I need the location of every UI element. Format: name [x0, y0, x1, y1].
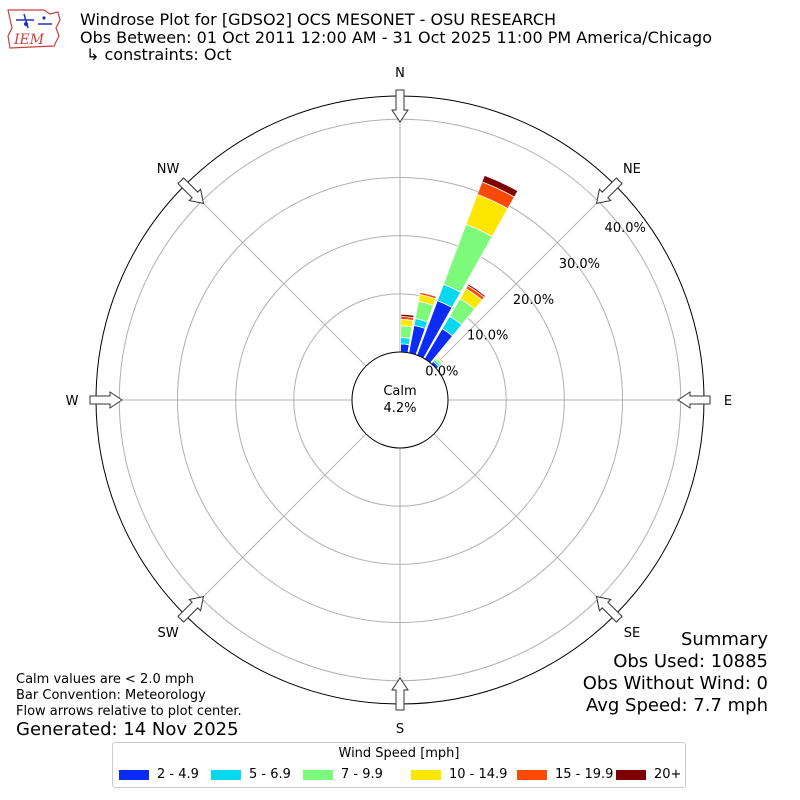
direction-label: SE	[624, 626, 640, 641]
legend-label: 7 - 9.9	[341, 767, 383, 782]
legend-label: 15 - 19.9	[555, 767, 614, 782]
direction-label: E	[724, 394, 732, 409]
legend-item: 2 - 4.9	[119, 767, 199, 783]
iem-logo: IEM	[7, 9, 61, 49]
chart-title: Windrose Plot for [GDSO2] OCS MESONET - …	[80, 10, 557, 29]
radial-tick-label: 40.0%	[605, 221, 646, 236]
flow-arrow	[89, 391, 123, 409]
legend-swatch	[303, 769, 333, 780]
legend-item: 15 - 19.9	[517, 767, 613, 783]
radial-tick-label: 20.0%	[513, 293, 554, 308]
wind-bar-segment	[400, 325, 413, 339]
flow-arrow	[677, 391, 711, 409]
radial-tick-label: 30.0%	[559, 257, 600, 272]
grid-spoke	[433, 184, 616, 367]
direction-label: NE	[623, 162, 641, 177]
calm-note: Calm values are < 2.0 mph	[16, 672, 195, 687]
legend-label: 10 - 14.9	[449, 767, 508, 782]
calm-label: Calm	[383, 384, 416, 399]
wind-bar-segment	[400, 313, 415, 319]
direction-label: N	[395, 66, 405, 81]
calm-value: 4.2%	[383, 401, 416, 416]
direction-label: NW	[157, 162, 180, 177]
wind-bar-segment	[467, 283, 487, 298]
windrose-plot: Calm 4.2% N NE E SE S SW W NW 0.0% 10.0% 20.0% 30.…	[66, 66, 733, 737]
legend-item: 10 - 14.9	[411, 767, 507, 783]
legend-label: 20+	[654, 767, 682, 782]
flow-arrow	[177, 177, 205, 205]
legend: Wind Speed [mph] 2 - 4.9 5 - 6.9 7 - 9.9 10…	[112, 742, 686, 788]
chart-subtitle: Obs Between: 01 Oct 2011 12:00 AM - 31 O…	[80, 28, 712, 47]
summary-obs-used: Obs Used: 10885	[613, 651, 768, 672]
bar-convention-note: Bar Convention: Meteorology	[16, 688, 206, 703]
wind-bar-segment	[442, 223, 493, 293]
legend-label: 5 - 6.9	[249, 767, 291, 782]
summary-obs-without-wind: Obs Without Wind: 0	[582, 673, 768, 694]
legend-label: 2 - 4.9	[157, 767, 199, 782]
legend-item: 7 - 9.9	[303, 767, 383, 783]
flow-arrows-note: Flow arrows relative to plot center.	[16, 704, 242, 719]
grid-ring	[293, 293, 507, 507]
flow-arrow	[595, 177, 623, 205]
wind-bar-segment	[481, 174, 519, 198]
wind-bar-segment	[419, 291, 438, 298]
direction-label: W	[66, 394, 79, 409]
wind-bar-segment	[400, 343, 410, 354]
legend-item: 5 - 6.9	[211, 767, 291, 783]
legend-swatch	[211, 769, 241, 780]
summary-avg-speed: Avg Speed: 7.7 mph	[586, 695, 768, 716]
direction-label: S	[396, 722, 404, 737]
grid-spoke	[184, 184, 367, 367]
calm-circle: Calm 4.2%	[351, 351, 449, 449]
chart-constraint: ↳ constraints: Oct	[86, 45, 232, 64]
flow-arrows	[89, 89, 711, 711]
legend-item: 20+	[616, 767, 681, 783]
logo-text: IEM	[13, 32, 45, 48]
legend-swatch	[119, 769, 149, 780]
grid-spoke	[184, 433, 367, 616]
grid-ring	[235, 235, 565, 565]
direction-label: SW	[158, 626, 179, 641]
generated-date: Generated: 14 Nov 2025	[16, 719, 239, 740]
radial-tick-labels: 0.0% 10.0% 20.0% 30.0% 40.0%	[425, 221, 646, 379]
grid-ring	[176, 176, 624, 624]
legend-swatch	[517, 769, 547, 780]
wind-bars	[400, 174, 519, 370]
legend-swatch	[616, 769, 646, 780]
flow-arrow	[391, 89, 409, 123]
wind-bar-segment	[437, 355, 445, 363]
direction-labels: N NE E SE S SW W NW	[66, 66, 733, 737]
grid-spoke	[433, 433, 616, 616]
radial-tick-label: 0.0%	[425, 364, 458, 379]
legend-swatch	[411, 769, 441, 780]
flow-arrow	[177, 595, 205, 623]
flow-arrow	[595, 595, 623, 623]
flow-arrow	[391, 677, 409, 711]
legend-title: Wind Speed [mph]	[338, 746, 460, 761]
radial-tick-label: 10.0%	[467, 329, 508, 344]
summary-heading: Summary	[681, 629, 768, 650]
wind-bar-segment	[400, 337, 411, 346]
